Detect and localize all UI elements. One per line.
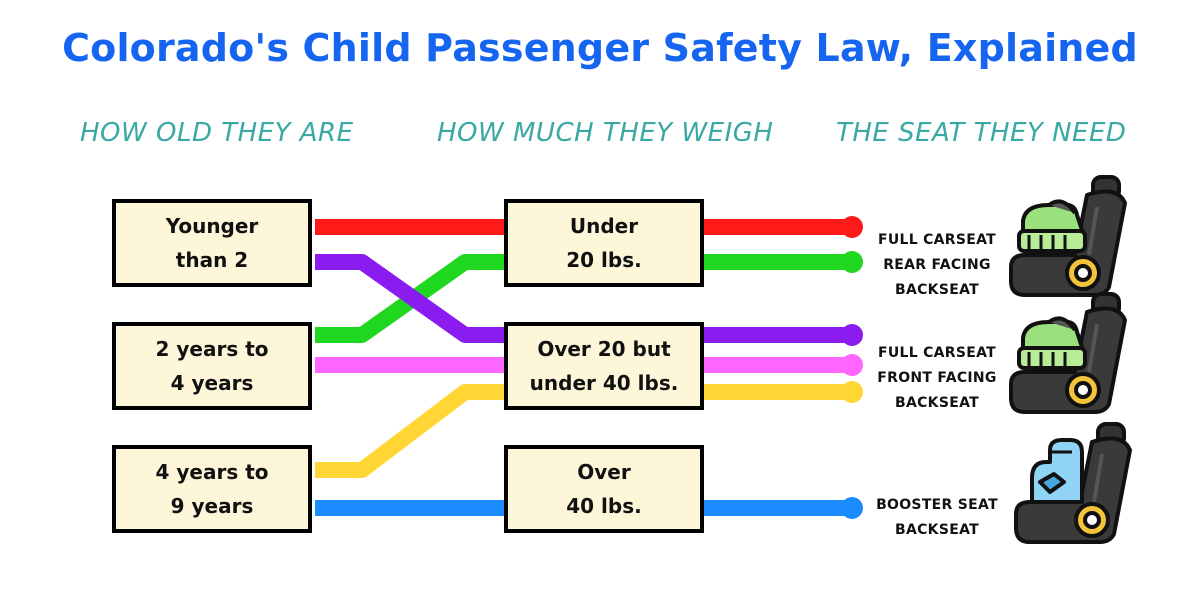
- age-box-younger-than-2: Younger than 2: [112, 199, 312, 287]
- seat-label-line1: FULL CARSEAT: [877, 232, 997, 248]
- seat-label-line3: BACKSEAT: [895, 395, 979, 411]
- weight-box-under-20: Under 20 lbs.: [504, 199, 704, 287]
- seat-label-line2: FRONT FACING: [877, 370, 997, 386]
- seat-label-line1: BOOSTER SEAT: [876, 497, 998, 513]
- age-column-heading: HOW OLD THEY ARE: [80, 118, 354, 148]
- seat-label-line2: REAR FACING: [883, 257, 991, 273]
- weight-box-line1: Over 20 but: [537, 337, 671, 361]
- seat-label-booster: BOOSTER SEAT BACKSEAT: [862, 493, 1012, 543]
- seat-label-line1: FULL CARSEAT: [877, 345, 997, 361]
- green-line-end-dot: [841, 251, 863, 273]
- front-facing-carseat-icon: [1009, 292, 1127, 414]
- age-box-line1: 4 years to: [155, 460, 269, 484]
- seat-label-line3: BACKSEAT: [895, 282, 979, 298]
- purple-line-end-dot: [841, 324, 863, 346]
- age-box-line1: Younger: [165, 214, 259, 238]
- age-box-4-to-9: 4 years to 9 years: [112, 445, 312, 533]
- seat-column-heading: THE SEAT THEY NEED: [836, 118, 1127, 148]
- seat-label-rear-facing: FULL CARSEAT REAR FACING BACKSEAT: [862, 228, 1012, 303]
- age-box-line2: 4 years: [170, 371, 254, 395]
- age-box-line2: than 2: [175, 248, 249, 272]
- pink-line-end-dot: [841, 354, 863, 376]
- weight-box-line1: Over: [577, 460, 631, 484]
- weight-box-line1: Under: [569, 214, 639, 238]
- weight-box-line2: under 40 lbs.: [529, 371, 679, 395]
- weight-box-over-40: Over 40 lbs.: [504, 445, 704, 533]
- page-title: Colorado's Child Passenger Safety Law, E…: [62, 26, 1138, 70]
- weight-box-line2: 20 lbs.: [566, 248, 642, 272]
- yellow-line-end-dot: [841, 381, 863, 403]
- seat-label-front-facing: FULL CARSEAT FRONT FACING BACKSEAT: [862, 341, 1012, 416]
- weight-column-heading: HOW MUCH THEY WEIGH: [437, 118, 774, 148]
- rear-facing-carseat-icon: [1009, 175, 1127, 297]
- weight-box-20-to-40: Over 20 but under 40 lbs.: [504, 322, 704, 410]
- red-line-end-dot: [841, 216, 863, 238]
- seat-label-line2: BACKSEAT: [895, 522, 979, 538]
- weight-box-line2: 40 lbs.: [566, 494, 642, 518]
- age-box-line1: 2 years to: [155, 337, 269, 361]
- age-box-2-to-4: 2 years to 4 years: [112, 322, 312, 410]
- blue-line-end-dot: [841, 497, 863, 519]
- age-box-line2: 9 years: [170, 494, 254, 518]
- booster-seat-icon: [1014, 422, 1132, 544]
